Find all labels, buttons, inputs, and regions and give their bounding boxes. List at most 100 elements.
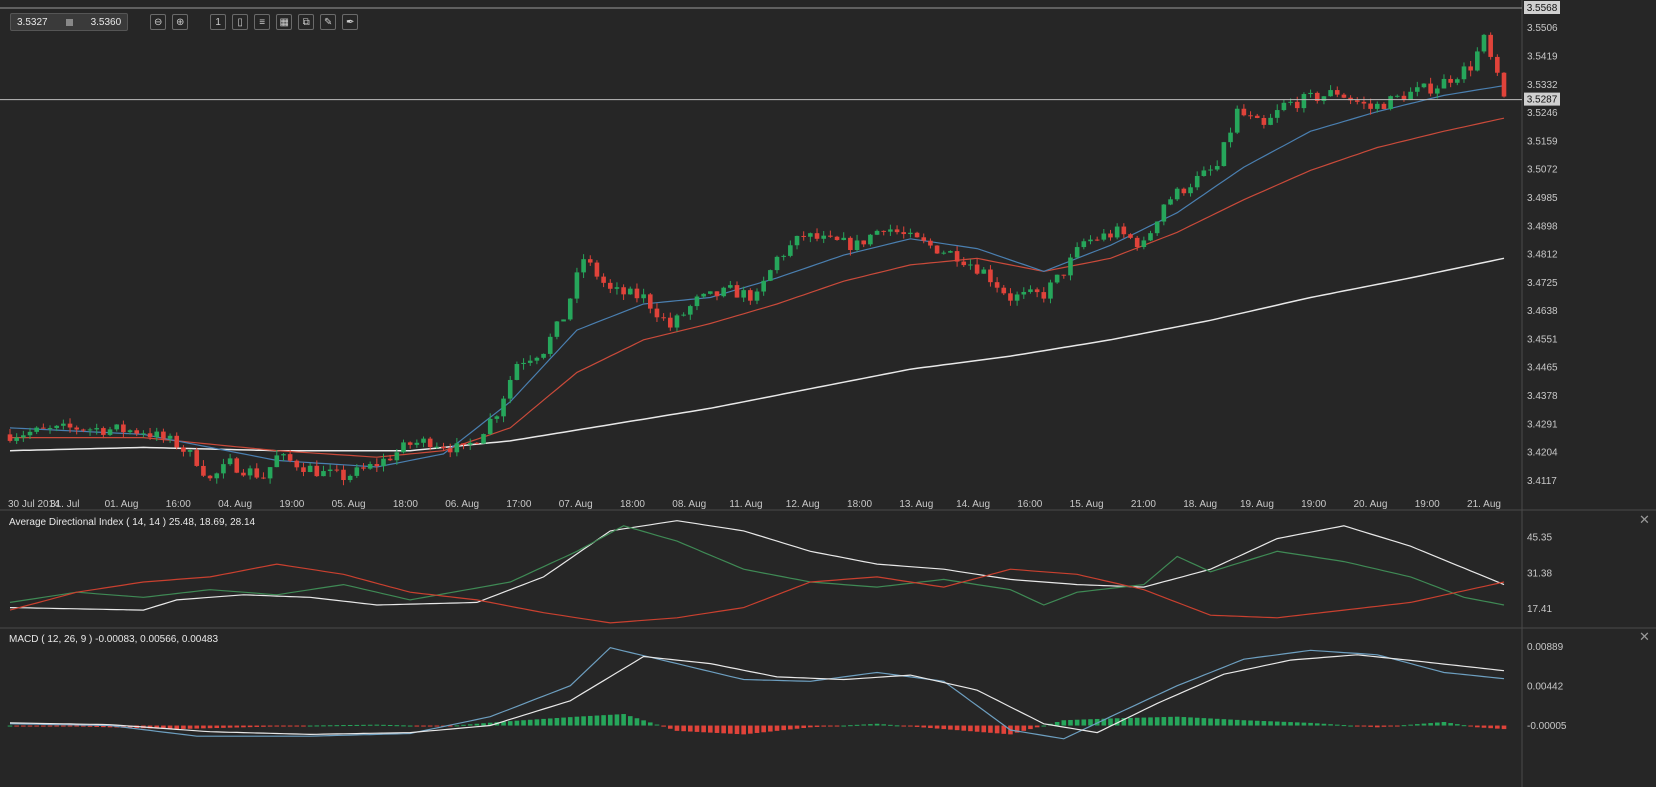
zoom-out-icon[interactable]: ⊖	[150, 14, 167, 30]
macd-histogram-bar	[1455, 724, 1460, 726]
candle-body	[948, 251, 953, 253]
candle-body	[367, 464, 373, 469]
macd-histogram-bar	[728, 725, 733, 734]
time-axis-label: 18:00	[847, 499, 872, 510]
time-axis-label: 18. Aug	[1183, 499, 1217, 510]
macd-histogram-bar	[87, 725, 93, 727]
candle-body	[1261, 118, 1267, 125]
candle-body	[554, 321, 560, 337]
macd-histogram-bar	[861, 724, 867, 726]
close-adx-icon[interactable]: ✕	[1639, 512, 1650, 527]
macd-histogram-bar	[381, 724, 386, 726]
time-axis-label: 20. Aug	[1354, 499, 1388, 510]
candle-body	[1134, 237, 1140, 248]
period-label: 1	[215, 16, 221, 28]
draw-icon[interactable]: ✒	[342, 14, 359, 30]
macd-histogram-bar	[67, 725, 73, 727]
edit-icon[interactable]: ✎	[320, 14, 337, 30]
macd-histogram-bar	[527, 719, 533, 726]
macd-histogram-bar	[974, 725, 980, 732]
indicators-icon[interactable]: ≡	[254, 14, 271, 30]
macd-histogram-bar	[1194, 717, 1200, 726]
macd-histogram-bar	[901, 725, 907, 727]
macd-y-tick-label: 0.00442	[1527, 681, 1564, 692]
bid-ask-box[interactable]: 3.5327 3.5360	[10, 13, 129, 31]
candle-body	[788, 245, 793, 256]
macd-histogram-bar	[167, 725, 173, 729]
macd-histogram-bar	[347, 725, 353, 727]
candle-body	[761, 280, 766, 292]
macd-histogram-bar	[321, 725, 326, 727]
macd-histogram-bar	[834, 725, 840, 727]
macd-histogram-bar	[721, 725, 726, 734]
candle-body	[1148, 233, 1153, 241]
candle-body	[1328, 90, 1333, 97]
candle-body	[861, 240, 867, 245]
candle-body	[1361, 101, 1367, 104]
candle-body	[394, 452, 400, 461]
macd-histogram-bar	[681, 725, 686, 732]
close-macd-icon[interactable]: ✕	[1639, 629, 1650, 644]
macd-histogram-bar	[561, 717, 566, 726]
macd-histogram-bar	[634, 718, 640, 726]
zoom-in-icon[interactable]: ⊕	[172, 14, 189, 30]
candle-body	[541, 353, 546, 358]
objects-icon[interactable]: ▦	[276, 14, 293, 30]
macd-histogram-bar	[1201, 718, 1207, 726]
macd-histogram-bar	[281, 725, 286, 727]
candle-body	[387, 458, 393, 461]
candle-body	[234, 458, 240, 473]
candle-body	[814, 233, 820, 239]
candle-body	[67, 423, 73, 428]
macd-histogram-bar	[301, 725, 306, 727]
macd-histogram-bar	[27, 725, 33, 727]
candle-body	[614, 287, 620, 289]
candle-body	[921, 237, 927, 241]
candle-type-icon[interactable]: ▯	[232, 14, 249, 30]
macd-histogram-bar	[1068, 719, 1073, 726]
macd-histogram-bar	[327, 725, 333, 727]
high-marker-box	[1524, 1, 1560, 14]
candle-body	[794, 235, 800, 246]
candle-body	[1221, 142, 1227, 167]
macd-histogram-bar	[1061, 720, 1067, 726]
layers-icon[interactable]: ⧉	[298, 14, 315, 30]
macd-histogram-bar	[661, 725, 666, 727]
macd-histogram-bar	[781, 725, 786, 731]
candle-body	[454, 443, 460, 453]
macd-histogram-bar	[574, 716, 580, 726]
macd-histogram-bar	[968, 725, 973, 732]
time-axis-label: 19:00	[1301, 499, 1326, 510]
candle-body	[527, 360, 533, 363]
candle-body	[534, 357, 540, 361]
macd-histogram-bar	[261, 725, 266, 727]
candle-body	[74, 427, 79, 430]
candle-body	[1101, 233, 1107, 240]
macd-histogram-bar	[287, 725, 293, 727]
adx-y-tick-label: 31.38	[1527, 568, 1552, 579]
candle-body	[1408, 91, 1413, 101]
candle-body	[674, 315, 680, 328]
macd-histogram-bar	[1154, 717, 1160, 726]
candle-body	[14, 437, 19, 441]
candle-body	[1014, 294, 1020, 301]
candle-body	[1421, 83, 1427, 88]
candle-body	[221, 464, 226, 474]
candle-body	[134, 430, 140, 434]
candle-body	[1048, 282, 1053, 299]
candle-body	[821, 235, 826, 239]
macd-histogram-bar	[361, 724, 366, 726]
macd-histogram-bar	[734, 725, 740, 735]
candle-body	[587, 259, 593, 263]
candle-body	[1228, 132, 1233, 143]
macd-histogram-bar	[808, 725, 813, 728]
macd-series-signal	[9, 654, 1505, 736]
candle-body	[401, 442, 406, 453]
current-price-label: 3.5287	[1527, 95, 1558, 106]
macd-histogram-bar	[74, 725, 79, 727]
macd-histogram-bar	[547, 718, 553, 726]
macd-histogram-bar	[714, 725, 720, 733]
candle-body	[634, 288, 640, 299]
period-button[interactable]: 1	[210, 14, 227, 30]
